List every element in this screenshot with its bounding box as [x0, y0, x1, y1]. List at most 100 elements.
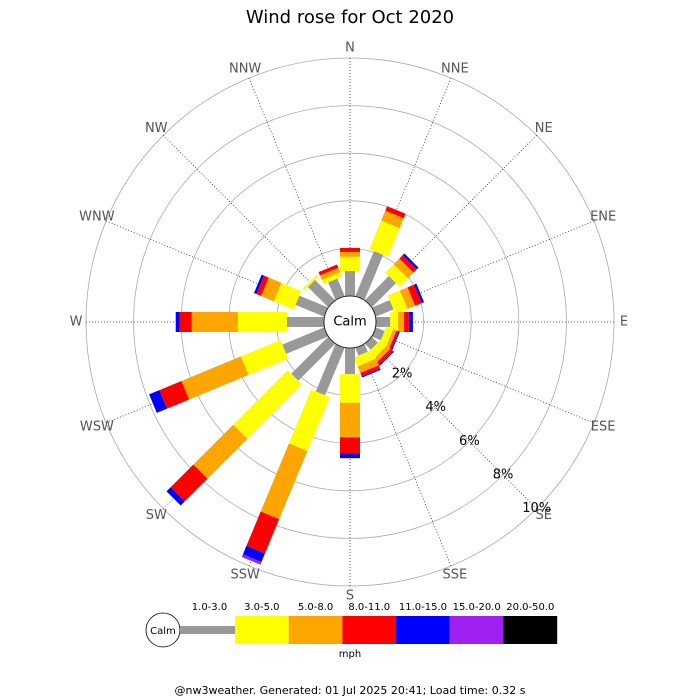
bar-segment — [369, 220, 400, 257]
grid-ring — [133, 105, 567, 539]
bar-segment — [388, 330, 399, 350]
bar-segment — [256, 275, 269, 296]
bar-segment — [175, 312, 180, 332]
bar-segment — [340, 437, 360, 454]
direction-bar — [364, 253, 419, 308]
bar-segment — [166, 487, 185, 506]
direction-label: ENE — [590, 210, 616, 225]
direction-bar — [372, 326, 400, 351]
bar-segment — [319, 267, 341, 280]
bar-segment — [307, 279, 336, 308]
bar-segment — [373, 345, 391, 363]
chart-title: Wind rose for Oct 2020 — [246, 7, 454, 28]
bar-segment — [378, 350, 394, 366]
legend-label: 5.0-8.0 — [298, 602, 333, 613]
bar-segment — [381, 210, 404, 229]
bar-segment — [385, 264, 408, 287]
bar-segment — [402, 253, 419, 270]
direction-label: SW — [146, 508, 167, 523]
bar-segment — [149, 390, 168, 413]
bar-segment — [390, 312, 399, 332]
bar-segment — [193, 424, 248, 479]
direction-bar — [241, 344, 345, 565]
spoke — [368, 340, 537, 509]
direction-bar — [340, 247, 360, 296]
bar-segment — [340, 453, 360, 459]
legend-label: 1.0-3.0 — [192, 602, 227, 613]
radial-tick-label: 6% — [459, 434, 480, 449]
legend-label: 11.0-15.0 — [399, 602, 447, 613]
direction-label: N — [345, 41, 355, 56]
direction-bar — [372, 283, 425, 317]
bar-segment — [408, 312, 413, 332]
bar-segment — [260, 443, 308, 520]
bar-segment — [393, 258, 414, 279]
bar-segment — [376, 348, 394, 366]
radial-tick-label: 8% — [493, 468, 514, 483]
bar-segment — [242, 545, 265, 563]
bar-segment — [170, 464, 208, 502]
bar-segment — [295, 295, 328, 317]
spoke — [163, 135, 332, 304]
bar-segment — [407, 284, 422, 306]
bar-segment — [391, 331, 400, 351]
bar-segment — [404, 312, 409, 332]
bar-segment — [315, 344, 345, 396]
bar-segment — [181, 356, 249, 400]
bar-segment — [302, 274, 319, 291]
bar-segment — [414, 283, 425, 304]
bar-segment — [360, 365, 381, 377]
direction-bar — [302, 274, 336, 308]
bar-segment — [385, 206, 406, 219]
bar-segment — [246, 511, 280, 554]
bar-segment — [240, 340, 289, 375]
bar-segment — [288, 389, 330, 451]
legend-label: 8.0-11.0 — [348, 602, 390, 613]
bar-segment — [261, 277, 282, 302]
bar-segment — [233, 370, 302, 439]
bar-segment — [159, 381, 190, 409]
spoke — [248, 77, 341, 299]
units: mph — [339, 649, 361, 660]
direction-label: SE — [536, 508, 552, 523]
bar-segment — [387, 290, 408, 315]
legend-swatch — [342, 616, 397, 644]
bar-segment — [340, 247, 360, 252]
calm-label: Calm — [333, 315, 366, 330]
legend-swatch — [503, 616, 558, 644]
calm-circle — [323, 295, 377, 349]
legend-swatch — [449, 616, 504, 644]
bar-segment — [364, 276, 396, 308]
bar-segment — [282, 327, 328, 354]
direction-bar — [355, 206, 406, 300]
bar-segment — [357, 358, 379, 373]
direction-label: NNW — [229, 61, 261, 76]
bar-segment — [237, 312, 287, 332]
bar-segment — [253, 274, 265, 295]
direction-bar — [175, 312, 324, 332]
bar-segment — [318, 264, 339, 276]
direction-label: SSE — [442, 568, 467, 583]
direction-bar — [253, 274, 328, 317]
direction-label: NE — [535, 121, 553, 136]
bar-segment — [398, 312, 405, 332]
direction-label: E — [620, 315, 628, 330]
direction-label: NNE — [441, 61, 469, 76]
bar-segment — [340, 402, 360, 438]
bar-segment — [340, 251, 360, 257]
bar-segment — [286, 317, 324, 327]
bar-segment — [375, 317, 391, 327]
bar-segment — [361, 368, 381, 378]
radial-tick-label: 10% — [522, 501, 551, 516]
bar-segment — [345, 348, 355, 375]
radial-tick-label: 2% — [392, 367, 413, 382]
legend-swatch — [235, 616, 289, 644]
bar-segment — [328, 278, 345, 300]
bar-segment — [191, 312, 238, 332]
footer: @nw3weather. Generated: 01 Jul 2025 20:4… — [175, 684, 526, 697]
direction-label: S — [346, 589, 354, 604]
bar-segment — [399, 287, 416, 309]
bar-segment — [273, 282, 302, 310]
radial-tick-label: 4% — [425, 400, 446, 415]
